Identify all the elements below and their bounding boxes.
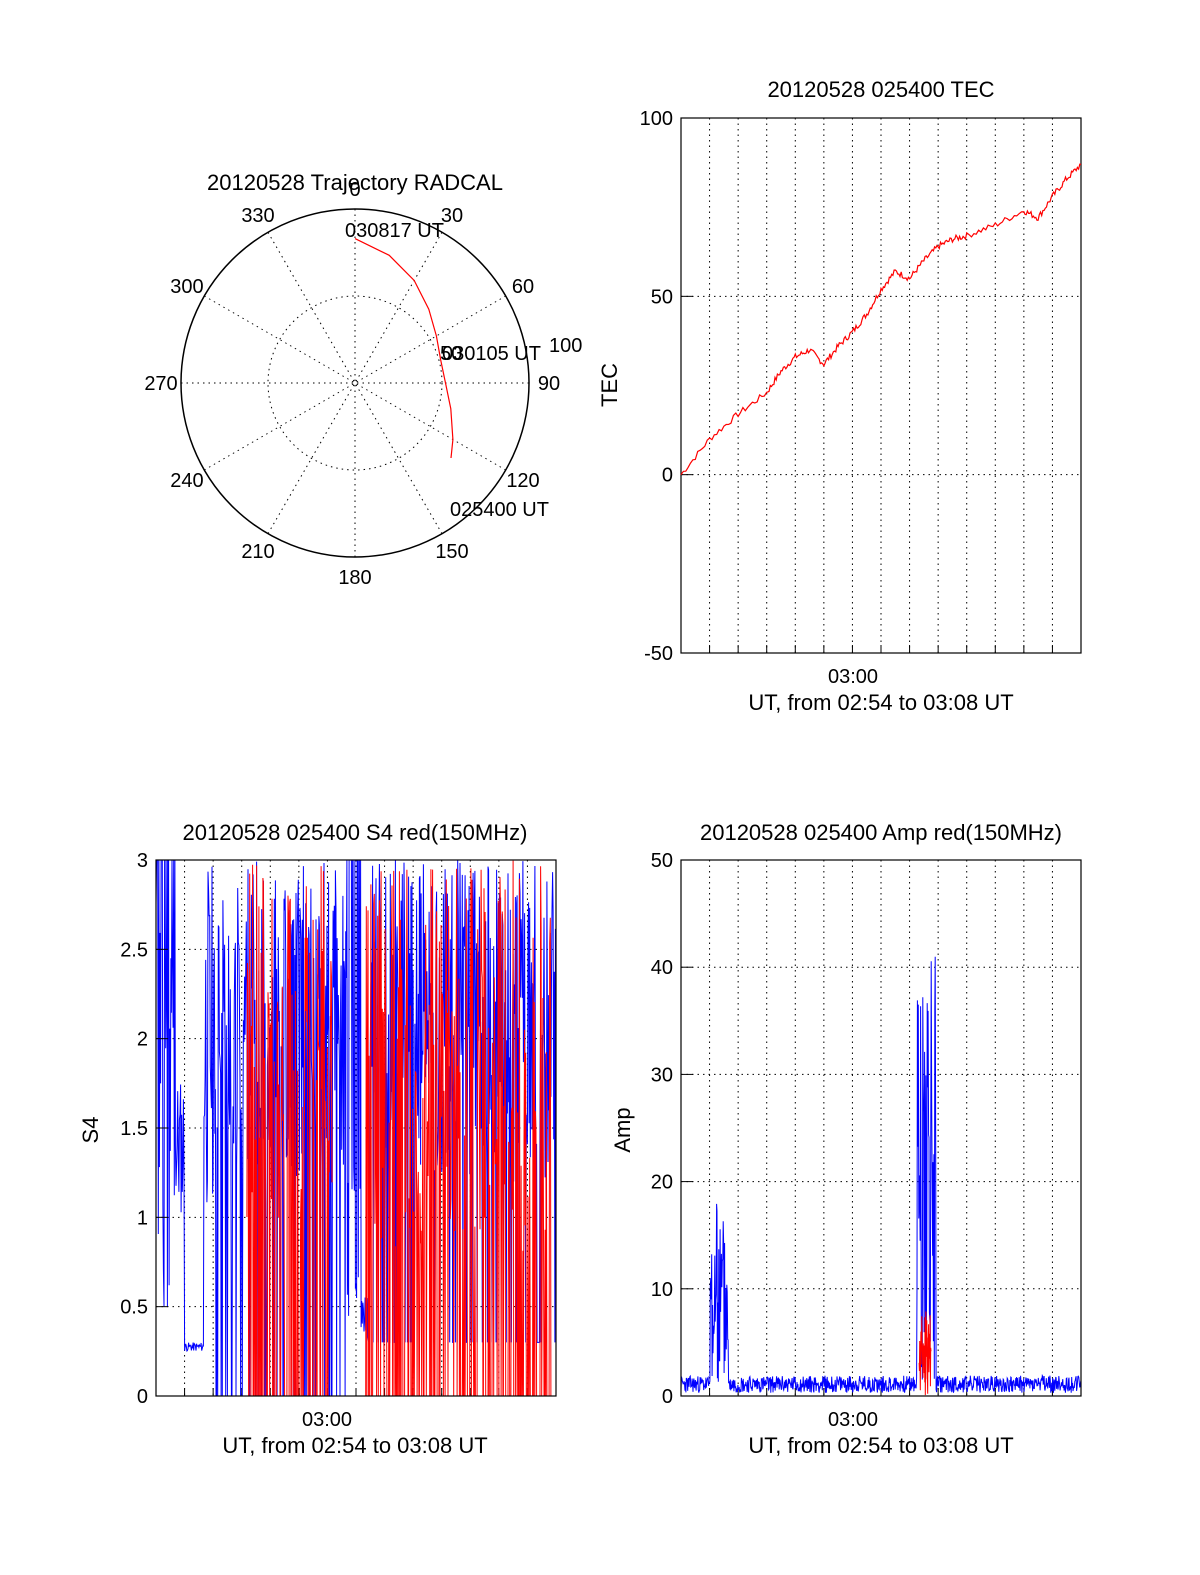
polar-angle-label-330: 330 bbox=[241, 205, 274, 227]
amp-series-red bbox=[918, 1311, 932, 1396]
amp-panel: 20120528 025400 Amp red(150MHz) 0 10 20 30 4… bbox=[610, 820, 1082, 1458]
tec-panel: 20120528 025400 TEC -50 0 50 100 03:00 UT, … bbox=[597, 77, 1082, 715]
polar-angle-label-180: 180 bbox=[338, 567, 371, 589]
y-tick-label: 40 bbox=[651, 957, 673, 979]
polar-angle-label-240: 240 bbox=[170, 470, 203, 492]
y-tick-label: 2.5 bbox=[120, 939, 148, 961]
tec-grid bbox=[681, 118, 1081, 653]
amp-x-tick-label: 03:00 bbox=[828, 1409, 878, 1431]
s4-y-ticks: 0 0.5 1 1.5 2 2.5 3 bbox=[120, 850, 168, 1408]
y-tick-label: 3 bbox=[137, 850, 148, 872]
tec-title: 20120528 025400 TEC bbox=[767, 77, 994, 102]
y-tick-label: 10 bbox=[651, 1279, 673, 1301]
trajectory-title: 20120528 Trajectory RADCAL bbox=[207, 170, 503, 195]
amp-y-axis-label: Amp bbox=[610, 1107, 635, 1152]
s4-title: 20120528 025400 S4 red(150MHz) bbox=[183, 820, 528, 845]
trajectory-track bbox=[354, 238, 454, 459]
polar-angle-label-120: 120 bbox=[506, 470, 539, 492]
polar-angle-labels: 0 30 60 90 120 150 180 210 240 270 300 330 bbox=[144, 179, 560, 589]
trajectory-annotation-end: 030817 UT bbox=[345, 220, 444, 242]
y-tick-label: 0 bbox=[137, 1386, 148, 1408]
tec-x-axis-label: UT, from 02:54 to 03:08 UT bbox=[748, 690, 1013, 715]
y-tick-label: 1.5 bbox=[120, 1118, 148, 1140]
s4-x-axis-label: UT, from 02:54 to 03:08 UT bbox=[222, 1433, 487, 1458]
tec-x-tick-label: 03:00 bbox=[828, 666, 878, 688]
trajectory-annotation-start: 025400 UT bbox=[450, 499, 549, 521]
polar-spoke-60 bbox=[204, 295, 506, 471]
polar-spoke-150 bbox=[267, 232, 443, 534]
y-tick-label: 0.5 bbox=[120, 1297, 148, 1319]
polar-angle-label-60: 60 bbox=[512, 276, 534, 298]
y-tick-label: 30 bbox=[651, 1064, 673, 1086]
tec-y-axis-label: TEC bbox=[597, 363, 622, 407]
amp-grid bbox=[681, 860, 1081, 1396]
amp-title: 20120528 025400 Amp red(150MHz) bbox=[700, 820, 1062, 845]
y-tick-label: 100 bbox=[640, 108, 673, 130]
y-tick-label: 0 bbox=[662, 1386, 673, 1408]
y-tick-label: -50 bbox=[644, 643, 673, 665]
tec-series-line bbox=[680, 163, 1082, 476]
s4-series-blue bbox=[155, 859, 557, 1397]
polar-angle-label-300: 300 bbox=[170, 276, 203, 298]
s4-panel: 20120528 025400 S4 red(150MHz) 0 0.5 1 1.5 2… bbox=[78, 820, 557, 1458]
s4-blue-line bbox=[155, 859, 557, 1397]
polar-radius-label-50: 50 bbox=[440, 343, 462, 365]
y-tick-label: 2 bbox=[137, 1029, 148, 1051]
polar-spoke-30 bbox=[267, 232, 443, 534]
amp-blue-line bbox=[680, 956, 1082, 1394]
y-tick-label: 0 bbox=[662, 465, 673, 487]
amp-series-blue bbox=[680, 956, 1082, 1394]
trajectory-panel: 20120528 Trajectory RADCAL 0 30 60 90 120 150… bbox=[144, 170, 582, 589]
amp-y-ticks: 0 10 20 30 40 50 bbox=[651, 850, 693, 1408]
polar-inner-circle bbox=[267, 295, 443, 471]
polar-angle-label-150: 150 bbox=[435, 541, 468, 563]
tec-plot-frame bbox=[680, 117, 1082, 654]
amp-plot-frame bbox=[680, 859, 1082, 1397]
amp-x-axis-label: UT, from 02:54 to 03:08 UT bbox=[748, 1433, 1013, 1458]
y-tick-label: 1 bbox=[137, 1207, 148, 1229]
y-tick-label: 50 bbox=[651, 286, 673, 308]
polar-spoke-120 bbox=[204, 295, 506, 471]
trajectory-annotation-mid: 030105 UT bbox=[442, 343, 541, 365]
polar-angle-label-90: 90 bbox=[538, 373, 560, 395]
y-tick-label: 20 bbox=[651, 1172, 673, 1194]
tec-y-ticks: -50 0 50 100 bbox=[640, 108, 693, 665]
polar-angle-label-0: 0 bbox=[349, 179, 360, 201]
polar-angle-label-30: 30 bbox=[441, 205, 463, 227]
polar-radius-label-100: 100 bbox=[549, 335, 582, 357]
polar-angle-label-270: 270 bbox=[144, 373, 177, 395]
amp-red-line bbox=[918, 1311, 932, 1396]
s4-y-axis-label: S4 bbox=[78, 1117, 103, 1144]
s4-x-tick-label: 03:00 bbox=[302, 1409, 352, 1431]
polar-angle-label-210: 210 bbox=[241, 541, 274, 563]
y-tick-label: 50 bbox=[651, 850, 673, 872]
